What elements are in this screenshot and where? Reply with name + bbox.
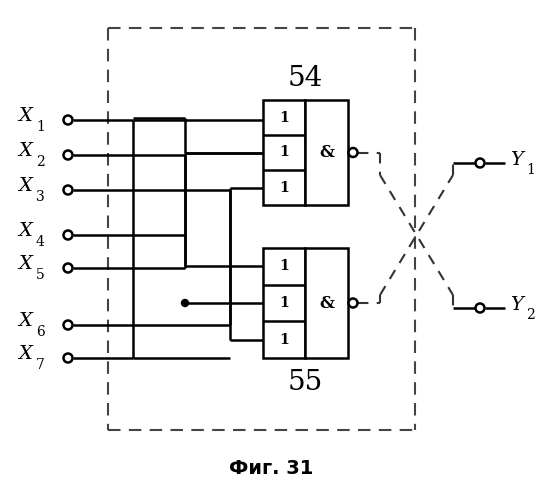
Circle shape xyxy=(63,354,72,362)
Text: 1: 1 xyxy=(279,260,289,274)
Circle shape xyxy=(63,264,72,272)
Circle shape xyxy=(348,298,358,308)
Text: 1: 1 xyxy=(279,110,289,124)
Text: X: X xyxy=(18,222,32,240)
Text: X: X xyxy=(18,142,32,160)
Text: 1: 1 xyxy=(36,120,45,134)
Circle shape xyxy=(63,116,72,124)
Text: 55: 55 xyxy=(288,368,323,396)
Text: X: X xyxy=(18,177,32,195)
Text: 7: 7 xyxy=(36,358,45,372)
Circle shape xyxy=(63,186,72,194)
Circle shape xyxy=(348,148,358,157)
Bar xyxy=(305,248,348,358)
Text: 2: 2 xyxy=(36,155,45,169)
Text: 1: 1 xyxy=(526,163,535,177)
Text: Y: Y xyxy=(510,296,523,314)
Text: Фиг. 31: Фиг. 31 xyxy=(229,458,313,477)
Text: &: & xyxy=(319,144,334,161)
Text: X: X xyxy=(18,312,32,330)
Circle shape xyxy=(476,158,485,168)
Bar xyxy=(263,100,305,205)
Text: 1: 1 xyxy=(279,180,289,194)
Text: 54: 54 xyxy=(288,64,323,92)
Text: 4: 4 xyxy=(36,235,45,249)
Text: X: X xyxy=(18,107,32,125)
Circle shape xyxy=(181,300,188,306)
Text: 1: 1 xyxy=(279,146,289,160)
Text: &: & xyxy=(319,294,334,312)
Text: 3: 3 xyxy=(36,190,45,204)
Text: 1: 1 xyxy=(279,296,289,310)
Text: 2: 2 xyxy=(526,308,535,322)
Text: 6: 6 xyxy=(36,325,45,339)
Text: 1: 1 xyxy=(279,332,289,346)
Bar xyxy=(305,100,348,205)
Text: X: X xyxy=(18,345,32,363)
Circle shape xyxy=(63,320,72,330)
Text: Y: Y xyxy=(510,151,523,169)
Circle shape xyxy=(63,150,72,160)
Circle shape xyxy=(476,304,485,312)
Text: X: X xyxy=(18,255,32,273)
Circle shape xyxy=(63,230,72,239)
Bar xyxy=(263,248,305,358)
Text: 5: 5 xyxy=(36,268,45,282)
